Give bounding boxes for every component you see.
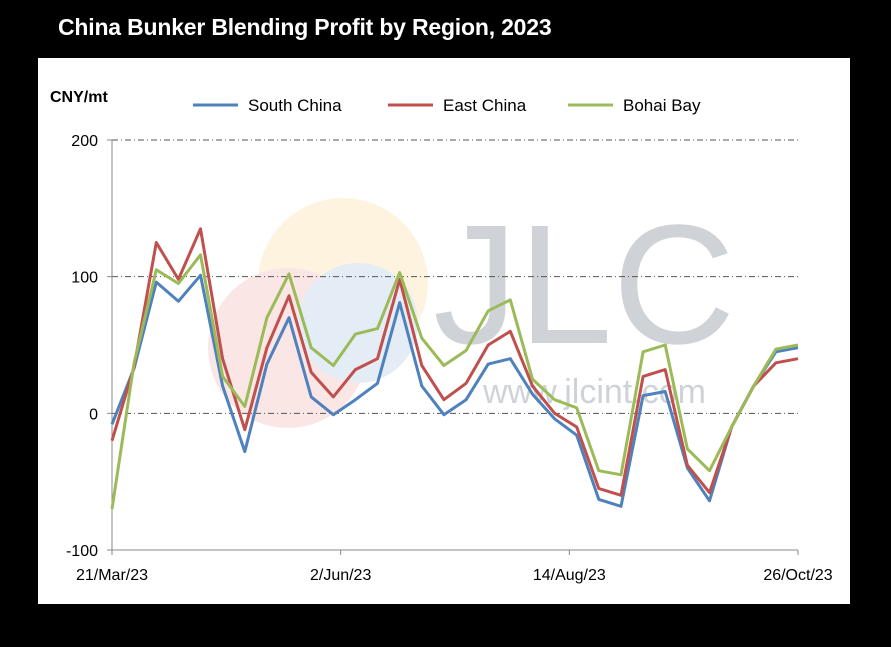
- y-axis-label: CNY/mt: [50, 89, 108, 106]
- legend-label-east-china: East China: [443, 96, 527, 115]
- y-tick-label: -100: [66, 543, 98, 560]
- legend-label-south-china: South China: [248, 96, 342, 115]
- x-tick-label: 26/Oct/23: [763, 567, 832, 584]
- chart-title-bar: China Bunker Blending Profit by Region, …: [38, 0, 850, 58]
- axes: -100 0 100 200 21/Mar/23 2/Jun/23 14/Aug/23 26/…: [66, 133, 833, 584]
- chart-panel: JLC www.jlcint.com -100 0 100 200 21/Mar/23 2/…: [38, 58, 850, 604]
- legend-label-bohai-bay: Bohai Bay: [623, 96, 701, 115]
- y-tick-label: 200: [71, 133, 98, 150]
- x-tick-label: 2/Jun/23: [310, 567, 371, 584]
- series-lines: [110, 227, 799, 510]
- gridlines: [112, 139, 798, 414]
- y-tick-label: 0: [89, 406, 98, 423]
- x-tick-label: 21/Mar/23: [76, 567, 148, 584]
- watermark-logo: JLC: [433, 190, 735, 380]
- watermark-circle-blue: [298, 263, 418, 383]
- x-tick-label: 14/Aug/23: [533, 567, 606, 584]
- series-line-east-china: [110, 227, 799, 497]
- chart-title: China Bunker Blending Profit by Region, …: [58, 14, 552, 40]
- y-tick-label: 100: [71, 270, 98, 287]
- legend: South China East China Bohai Bay: [193, 96, 701, 115]
- series-line-bohai-bay: [110, 253, 799, 510]
